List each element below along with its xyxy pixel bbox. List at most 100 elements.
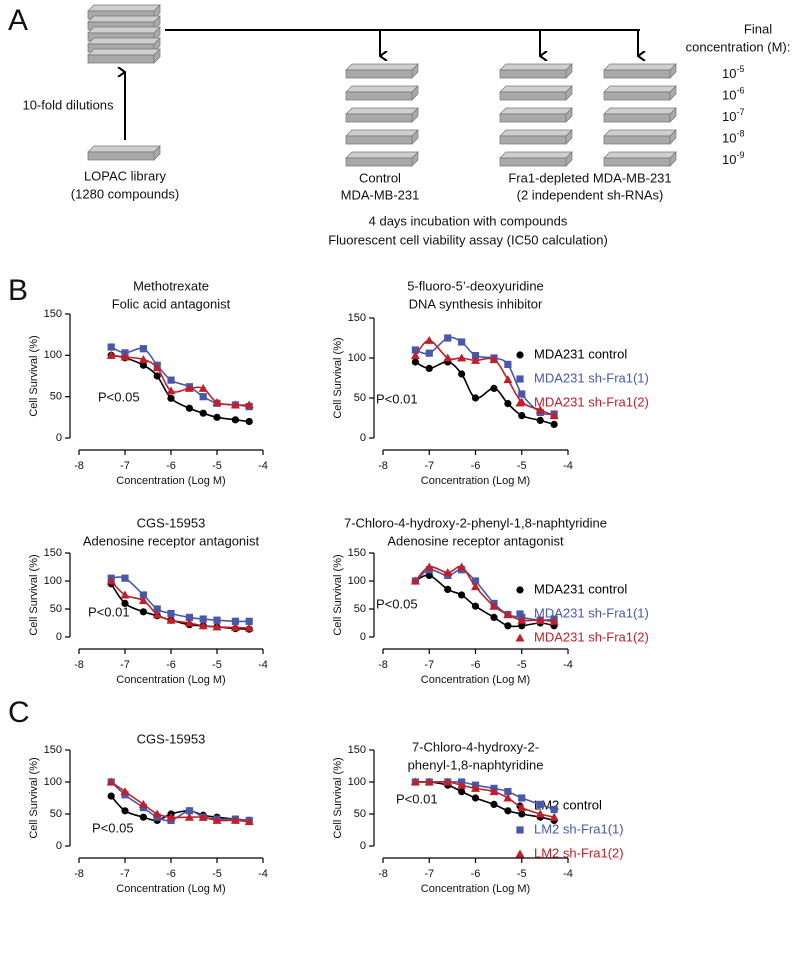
curve	[415, 780, 555, 822]
legend-label: MDA231 control	[534, 346, 627, 361]
x-tick-label: -7	[120, 460, 130, 472]
legend-marker	[515, 849, 525, 858]
data-point	[121, 807, 129, 815]
curve	[414, 568, 555, 622]
y-tick-label: 150	[44, 744, 62, 756]
data-point	[425, 349, 433, 357]
data-point	[458, 338, 466, 346]
curve	[110, 795, 250, 822]
data-point	[458, 370, 466, 378]
data-point	[121, 574, 129, 582]
x-tick-label: -8	[378, 868, 388, 880]
data-point	[503, 793, 513, 802]
y-axis-label: Cell Survival (%)	[28, 335, 40, 416]
data-point	[471, 783, 480, 792]
data-point	[106, 777, 116, 786]
data-point	[424, 562, 434, 571]
data-point	[490, 613, 498, 622]
x-tick-label: -4	[563, 460, 573, 472]
x-tick-label: -6	[166, 868, 176, 880]
chart-title: 7-Chloro-4-hydroxy-2-phenyl-1,8-naphtyri…	[344, 515, 607, 530]
data-point	[518, 810, 526, 818]
concentration-base: 10	[722, 88, 736, 103]
data-point	[139, 608, 147, 616]
curve	[111, 576, 250, 623]
data-point	[550, 805, 558, 814]
legend-label: LM2 control	[534, 797, 602, 812]
curve	[414, 339, 555, 417]
data-point	[231, 416, 239, 424]
data-point	[504, 788, 512, 796]
library-plate	[87, 145, 161, 161]
data-point	[107, 343, 115, 351]
data-point	[443, 353, 453, 362]
data-point	[185, 404, 193, 412]
data-point	[139, 813, 147, 821]
data-point	[549, 812, 559, 821]
data-point	[471, 602, 480, 610]
distribution-arrows	[165, 29, 640, 56]
library-label: (1280 compounds)	[71, 186, 179, 201]
y-axis-label: Cell Survival (%)	[332, 757, 344, 838]
curve	[110, 580, 250, 629]
data-point	[213, 616, 221, 624]
data-point	[212, 397, 222, 406]
chart-subtitle: DNA synthesis inhibitor	[409, 296, 543, 311]
data-point	[184, 812, 194, 821]
data-point	[230, 622, 240, 631]
data-point	[185, 807, 193, 815]
group-label: (2 independent sh-RNAs)	[517, 187, 664, 202]
panel-label: B	[8, 274, 28, 307]
data-point	[443, 568, 453, 577]
data-point	[139, 345, 147, 353]
y-tick-label: 100	[44, 349, 62, 361]
y-tick-label: 0	[360, 631, 366, 643]
legend-label: MDA231 sh-Fra1(1)	[534, 605, 649, 620]
chart-subtitle: Folic acid antagonist	[112, 296, 231, 311]
legend-label: MDA231 sh-Fra1(2)	[534, 394, 649, 409]
data-point	[503, 610, 513, 619]
data-point	[517, 615, 527, 624]
data-point	[138, 354, 148, 363]
concentration-base: 10	[722, 66, 736, 81]
data-point	[458, 591, 466, 599]
p-value: P<0.05	[92, 820, 134, 835]
y-tick-label: 150	[348, 312, 366, 324]
panel-label: A	[8, 4, 28, 37]
p-value: P<0.01	[376, 391, 418, 406]
data-point	[424, 335, 434, 344]
data-point	[471, 582, 480, 591]
data-point	[443, 777, 453, 786]
x-tick-label: -7	[424, 659, 434, 671]
legend-marker	[516, 826, 524, 834]
legend-label: MDA231 control	[534, 581, 627, 596]
concentration-list: 10-510-610-710-810-9	[722, 64, 744, 167]
data-point	[152, 809, 162, 818]
x-tick-label: -8	[378, 659, 388, 671]
group-label: MDA-MB-231	[341, 187, 420, 202]
x-tick-label: -6	[471, 659, 481, 671]
x-axis-label: Concentration (Log M)	[116, 883, 225, 895]
data-point	[152, 363, 162, 372]
curve	[111, 354, 250, 406]
concentration: 10-8	[722, 129, 744, 146]
data-point	[411, 358, 419, 366]
data-point	[106, 576, 116, 585]
data-point	[458, 788, 466, 796]
data-point	[213, 413, 221, 421]
data-point	[425, 364, 433, 372]
y-tick-label: 150	[44, 547, 62, 559]
data-point	[517, 803, 527, 812]
data-point	[535, 405, 545, 414]
curve	[414, 565, 555, 623]
x-tick-label: -7	[120, 868, 130, 880]
data-point	[139, 591, 147, 599]
concentration-exponent: -9	[736, 150, 744, 160]
concentration-base: 10	[722, 131, 736, 146]
x-tick-label: -6	[166, 659, 176, 671]
data-point	[457, 562, 467, 571]
data-point	[184, 383, 194, 392]
x-tick-label: -6	[166, 460, 176, 472]
y-tick-label: 0	[56, 840, 62, 852]
data-point	[518, 794, 526, 802]
